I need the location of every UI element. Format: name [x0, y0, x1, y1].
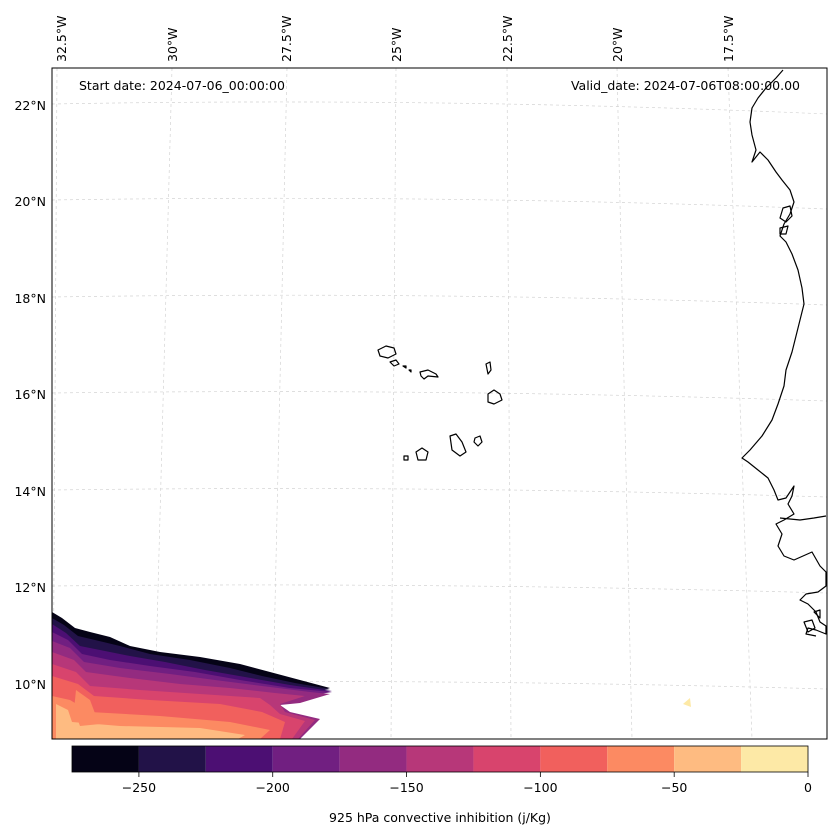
colorbar-ticks: −250 −200 −150 −100 −50 0: [122, 772, 812, 795]
map-area: [52, 68, 827, 739]
colorbar-tick-label: −50: [661, 780, 687, 795]
colorbar-tick-label: −150: [389, 780, 423, 795]
cape-verde-sao-vicente: [389, 359, 400, 367]
lon-label: 22.5°W: [500, 16, 515, 62]
latitude-labels: 22°N 20°N 18°N 16°N 14°N 12°N 10°N: [14, 98, 46, 692]
cape-verde-santiago: [449, 433, 467, 457]
cape-verde-sal: [485, 361, 492, 375]
cin-band-25-patch: [683, 698, 691, 707]
colorbar-cell: [138, 746, 206, 772]
colorbar-cell: [473, 746, 541, 772]
lon-label: 20°W: [610, 27, 625, 62]
cape-verde-fogo: [415, 447, 429, 461]
lon-label: 25°W: [389, 27, 404, 62]
colorbar-cell: [72, 746, 139, 772]
lat-label: 10°N: [14, 677, 46, 692]
lon-label: 30°W: [165, 27, 180, 62]
valid-date-label: Valid_date: 2024-07-06T08:00:00.00: [571, 78, 800, 93]
coastlines: [377, 69, 827, 637]
cin-contours: [52, 612, 691, 739]
colorbar-cell: [540, 746, 608, 772]
lat-label: 12°N: [14, 580, 46, 595]
colorbar-cell: [205, 746, 273, 772]
cape-verde-santo-antao: [377, 345, 397, 359]
cin-band-50-west: [74, 690, 140, 726]
cin-band-50: [56, 704, 245, 739]
cape-verde-sao-nicolau: [419, 369, 439, 380]
africa-gambia-inlet: [779, 515, 827, 521]
lat-label: 16°N: [14, 387, 46, 402]
lat-label: 18°N: [14, 291, 46, 306]
lon-label: 27.5°W: [279, 16, 294, 62]
cape-verde-santa-luzia: [402, 365, 412, 373]
cape-verde-maio: [473, 435, 483, 447]
lat-label: 14°N: [14, 484, 46, 499]
lat-label: 22°N: [14, 98, 46, 113]
colorbar-tick-label: 0: [804, 780, 812, 795]
cape-verde-brava: [403, 455, 409, 461]
colorbar-cells: [72, 746, 808, 772]
colorbar-cell: [406, 746, 474, 772]
colorbar-label: 925 hPa convective inhibition (j/Kg): [329, 810, 551, 825]
colorbar-tick-label: −250: [122, 780, 156, 795]
colorbar-cell: [607, 746, 675, 772]
colorbar-tick-label: −200: [256, 780, 290, 795]
lon-label: 32.5°W: [54, 16, 69, 62]
africa-coastline: [741, 69, 827, 637]
start-date-label: Start date: 2024-07-06_00:00:00: [79, 78, 285, 93]
colorbar-cell: [741, 746, 808, 772]
lat-label: 20°N: [14, 194, 46, 209]
colorbar: −250 −200 −150 −100 −50 0 925 hPa convective …: [71, 745, 812, 825]
colorbar-tick-label: −100: [523, 780, 557, 795]
colorbar-cell: [272, 746, 340, 772]
lon-label: 17.5°W: [721, 16, 736, 62]
colorbar-cell: [339, 746, 407, 772]
map-frame: [51, 67, 828, 740]
cape-verde-boa-vista: [487, 389, 503, 405]
colorbar-cell: [674, 746, 742, 772]
colorbar-frame: [71, 745, 809, 773]
africa-islands-south: [803, 609, 821, 633]
africa-island-north: [779, 205, 793, 235]
longitude-labels: 32.5°W 30°W 27.5°W 25°W 22.5°W 20°W 17.5…: [54, 16, 736, 62]
